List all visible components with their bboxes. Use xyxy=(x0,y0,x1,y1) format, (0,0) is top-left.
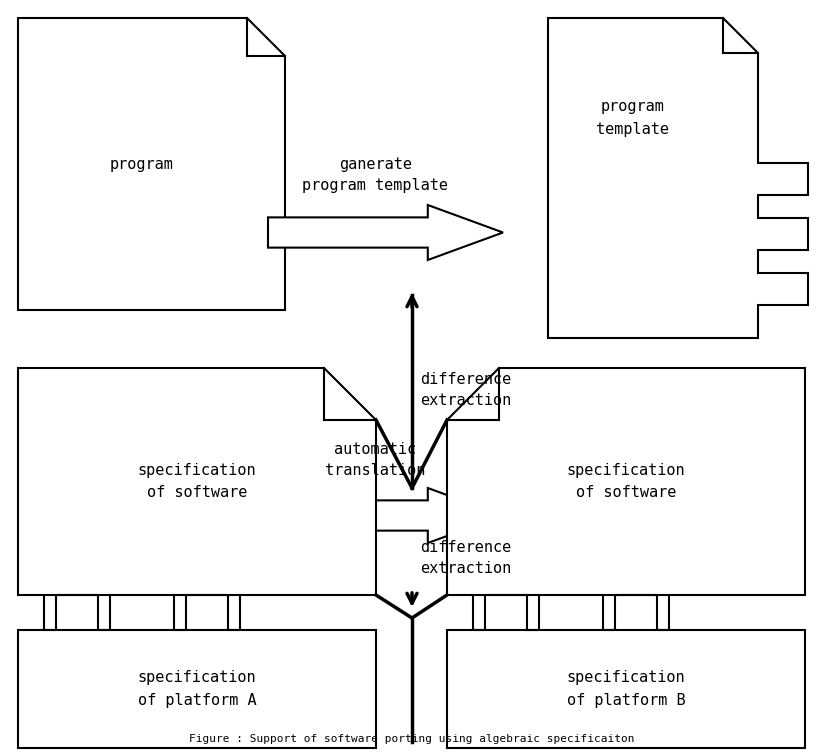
Text: ganerate
program template: ganerate program template xyxy=(302,157,448,193)
Text: program
template: program template xyxy=(595,100,668,136)
Text: program: program xyxy=(110,157,174,171)
Polygon shape xyxy=(268,488,502,543)
Text: specification
of software: specification of software xyxy=(138,463,256,500)
Text: difference
extraction: difference extraction xyxy=(419,540,510,576)
Polygon shape xyxy=(18,18,285,310)
Text: specification
of platform B: specification of platform B xyxy=(566,670,685,707)
Text: automatic
translation: automatic translation xyxy=(325,442,425,478)
Polygon shape xyxy=(547,18,807,338)
Text: difference
extraction: difference extraction xyxy=(419,372,510,408)
Text: specification
of software: specification of software xyxy=(566,463,685,500)
Text: specification
of platform A: specification of platform A xyxy=(138,670,256,707)
Polygon shape xyxy=(18,368,376,595)
Text: Figure : Support of software porting using algebraic specificaiton: Figure : Support of software porting usi… xyxy=(189,734,634,744)
Polygon shape xyxy=(18,630,376,748)
Polygon shape xyxy=(446,368,804,595)
Polygon shape xyxy=(446,630,804,748)
Polygon shape xyxy=(268,205,502,260)
